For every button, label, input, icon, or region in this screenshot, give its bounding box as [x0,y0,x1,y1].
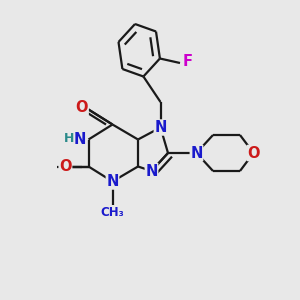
Text: N: N [106,174,119,189]
Text: O: O [247,146,260,160]
Text: N: N [145,164,158,178]
Text: O: O [76,100,88,115]
Text: N: N [74,132,86,147]
Text: O: O [59,159,72,174]
Text: H: H [64,132,74,146]
Text: CH₃: CH₃ [100,206,124,219]
Text: N: N [190,146,203,160]
Text: N: N [154,120,167,135]
Text: F: F [182,54,193,69]
